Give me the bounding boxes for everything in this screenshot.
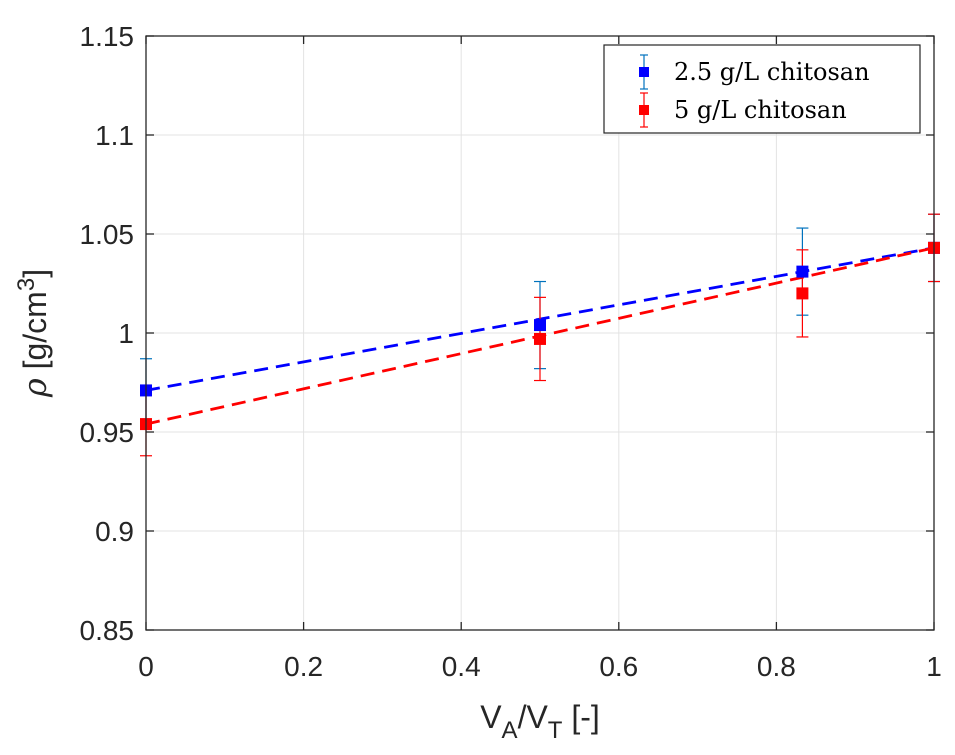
- legend-marker: [639, 67, 649, 77]
- y-tick-label: 0.95: [80, 417, 135, 448]
- y-axis-label-tail: ]: [17, 269, 53, 278]
- x-tick-label: 0.2: [284, 651, 323, 682]
- y-tick-label: 1.1: [95, 120, 134, 151]
- data-point-series-1: [796, 265, 809, 278]
- data-point-series-2: [534, 332, 546, 345]
- x-tick-label: 0.8: [757, 651, 796, 682]
- y-axis-label-sup: 3: [13, 278, 40, 291]
- x-axis-label-main: V: [480, 699, 502, 735]
- legend-label: 5 g/L chitosan: [674, 96, 847, 124]
- x-tick-label: 0: [138, 651, 154, 682]
- y-tick-label: 1.15: [80, 21, 135, 52]
- data-point-series-2: [796, 287, 809, 300]
- x-axis-label-sub1: A: [502, 717, 518, 744]
- x-axis-label-mid: /V: [518, 699, 549, 735]
- legend-label: 2.5 g/L chitosan: [674, 58, 870, 86]
- y-axis-label: ρ [g/cm3]: [13, 269, 54, 398]
- y-axis-label-main: [g/cm: [17, 291, 53, 378]
- x-tick-labels: 0 0.2 0.4 0.6 0.8 1: [138, 651, 942, 682]
- y-tick-labels: 0.85 0.9 0.95 1 1.05 1.1 1.15: [80, 21, 135, 646]
- x-tick-label: 0.4: [442, 651, 481, 682]
- x-tick-label: 0.6: [599, 651, 638, 682]
- x-axis-label-tail: [-]: [562, 699, 599, 735]
- x-tick-label: 1: [926, 651, 942, 682]
- y-tick-label: 0.9: [95, 516, 134, 547]
- legend: 2.5 g/L chitosan 5 g/L chitosan: [603, 44, 921, 134]
- y-axis-label-rho: ρ: [16, 378, 54, 398]
- y-tick-label: 1: [118, 318, 134, 349]
- legend-marker: [639, 105, 649, 115]
- legend-box: [603, 44, 921, 134]
- data-point-series-1: [534, 319, 546, 332]
- y-tick-label: 0.85: [80, 615, 135, 646]
- x-axis-label-sub2: T: [548, 717, 563, 744]
- x-axis-label: VA/VT [-]: [480, 699, 600, 744]
- y-tick-label: 1.05: [80, 219, 135, 250]
- axis-ticks: [145, 35, 935, 631]
